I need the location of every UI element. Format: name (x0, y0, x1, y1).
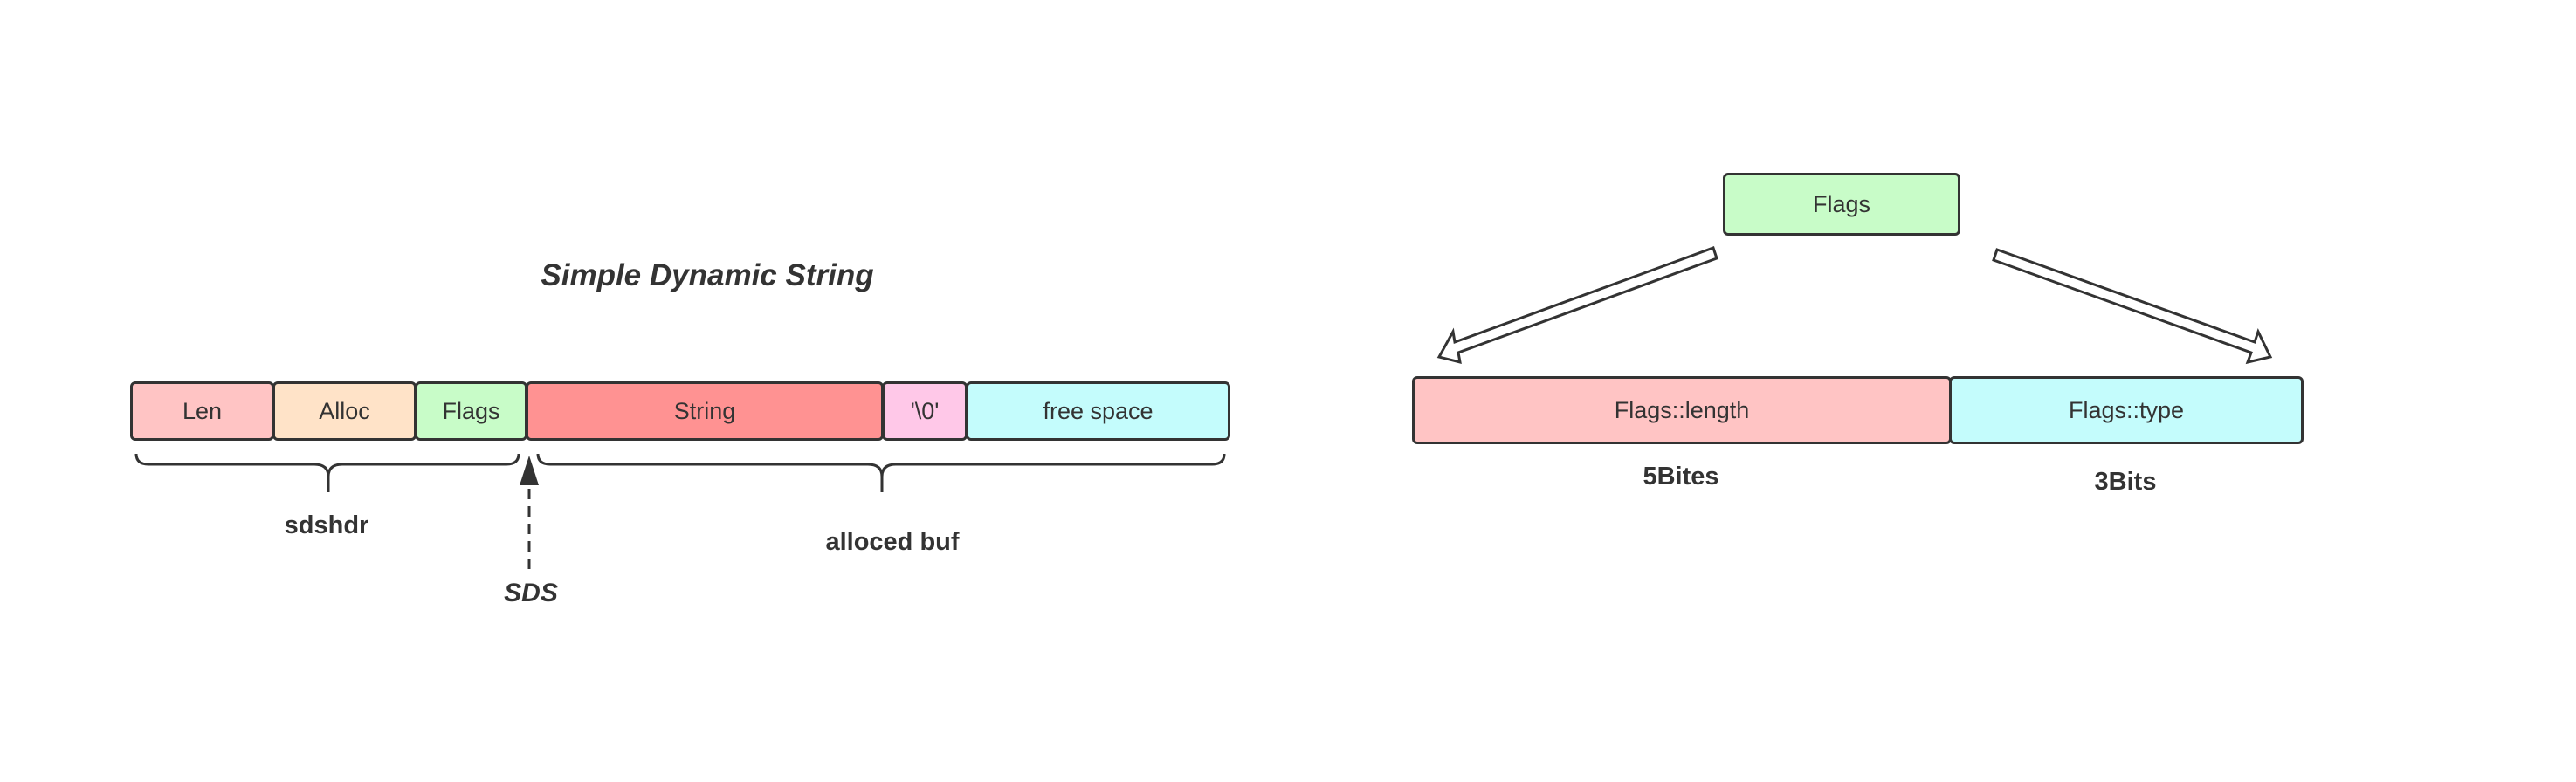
flags-type-box: Flags::type (1949, 376, 2304, 444)
string-field: String (526, 381, 884, 441)
flags-length-size-label: 5Bites (1643, 463, 1719, 490)
flags-field: Flags (415, 381, 527, 441)
alloced-buf-brace (536, 453, 1226, 492)
alloc-field: Alloc (272, 381, 417, 441)
flags-type-size-label: 3Bits (2094, 468, 2157, 496)
diagram-title: Simple Dynamic String (541, 258, 874, 292)
alloced-buf-label: alloced buf (825, 528, 960, 556)
free-space-field: free space (966, 381, 1230, 441)
flags-box: Flags (1723, 173, 1960, 236)
sds-pointer-label: SDS (504, 579, 558, 607)
null-terminator-field: '\0' (882, 381, 968, 441)
flags-right-arrow (1992, 248, 2273, 365)
sdshdr-brace (134, 453, 520, 492)
sdshdr-label: sdshdr (284, 511, 369, 539)
len-field: Len (130, 381, 274, 441)
flags-left-arrow (1436, 246, 1718, 365)
flags-length-box: Flags::length (1412, 376, 1952, 444)
sds-pointer-arrowhead (520, 456, 539, 485)
